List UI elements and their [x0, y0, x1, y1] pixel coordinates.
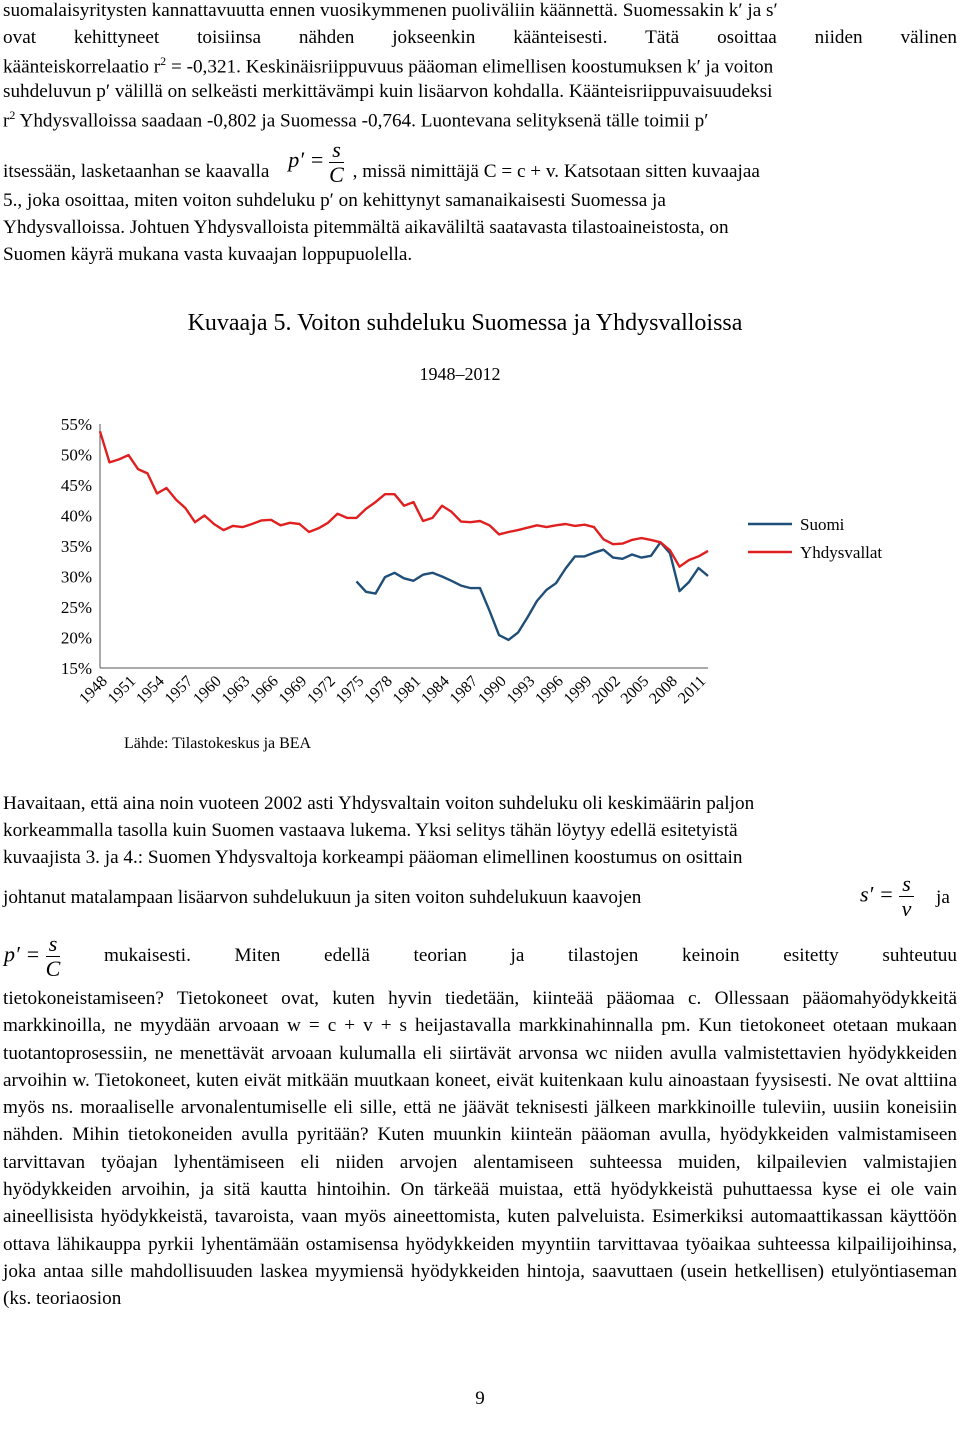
para2-line1: Havaitaan, että aina noin vuoteen 2002 a… — [3, 793, 755, 814]
x-tick-label: 1966 — [247, 673, 282, 708]
x-tick-label: 1990 — [475, 673, 510, 708]
para1-line7: 5., joka osoittaa, miten voiton suhdeluk… — [3, 190, 666, 211]
y-tick-label: 50% — [61, 446, 92, 465]
para1-line8: Yhdysvalloissa. Johtuen Yhdysvalloista p… — [3, 217, 729, 238]
x-tick-label: 1951 — [105, 673, 140, 708]
profit-rate-chart: 55% 50% 45% 40% 35% 30% 25% 20% 15% 194819511954… — [61, 415, 883, 708]
para1-line3: käänteiskorrelaatio r2 = -0,321. Keskinä… — [3, 54, 957, 78]
para2-line4a: johtanut matalampaan lisäarvon suhdeluku… — [3, 887, 642, 908]
chart-subtitle: 1948–2012 — [419, 364, 501, 384]
legend-entry: Suomi — [800, 515, 845, 534]
superscript-2: 2 — [160, 54, 167, 68]
para1-line6: itsessään, lasketaanhan se kaavalla p′ =… — [3, 138, 957, 197]
x-tick-label: 2011 — [675, 673, 709, 707]
x-tick-label: 1999 — [561, 673, 596, 708]
chart-title: Kuvaaja 5. Voiton suhdeluku Suomessa ja … — [187, 310, 743, 336]
formula-p2-lhs: p′ = — [4, 941, 41, 967]
para1-line2: ovat kehittyneet toisiinsa nähden joksee… — [3, 27, 957, 48]
x-tick-label: 1948 — [76, 673, 111, 708]
para1-line5b: Yhdysvalloissa saadaan -0,802 ja Suomess… — [15, 110, 709, 132]
y-tick-label: 55% — [61, 415, 92, 434]
para2-line4b: ja — [936, 887, 950, 908]
formula-p2: p′ = s C — [4, 932, 61, 981]
x-tick-label: 1957 — [162, 673, 197, 708]
x-tick-label: 1993 — [504, 673, 539, 708]
x-tick-label: 1996 — [532, 673, 567, 708]
formula-p-num: s — [329, 138, 344, 163]
x-tick-label: 1975 — [333, 673, 368, 708]
chart-source: Lähde: Tilastokeskus ja BEA — [124, 735, 312, 752]
formula-s-den: v — [901, 896, 912, 921]
y-tick-label: 40% — [61, 507, 92, 526]
y-tick-label: 25% — [61, 598, 92, 617]
x-tick-label: 1984 — [418, 673, 453, 708]
formula-p: p′ = s C — [288, 138, 344, 187]
para2-line3: kuvaajista 3. ja 4.: Suomen Yhdysvaltoja… — [3, 847, 743, 868]
para1-line3a: käänteiskorrelaatio r — [3, 56, 161, 78]
y-tick-label: 20% — [61, 629, 92, 648]
para1-line5a: r — [3, 110, 10, 132]
formula-s-num: s — [899, 872, 914, 897]
x-tick-label: 2005 — [618, 673, 653, 708]
para2-line4: johtanut matalampaan lisäarvon suhdeluku… — [3, 887, 957, 909]
formula-p-lhs: p′ = — [288, 146, 325, 172]
para1-line9: Suomen käyrä mukana vasta kuvaajan loppu… — [3, 244, 413, 265]
y-tick-label: 35% — [61, 537, 92, 556]
para1-line6b: , missä nimittäjä C = c + v. Katsotaan s… — [352, 160, 760, 182]
x-tick-label: 1969 — [276, 673, 311, 708]
para1-line6a: itsessään, lasketaanhan se kaavalla — [3, 160, 270, 182]
series-line-1 — [98, 430, 709, 568]
para2-line5: mukaisesti. Miten edellä teorian ja tila… — [104, 945, 957, 966]
para2-line2: korkeammalla tasolla kuin Suomen vastaav… — [3, 820, 738, 841]
x-tick-label: 2002 — [589, 673, 624, 708]
x-tick-label: 1972 — [304, 673, 339, 708]
x-tick-label: 1963 — [219, 673, 254, 708]
x-tick-label: 2008 — [646, 673, 681, 708]
x-tick-label: 1978 — [361, 673, 396, 708]
y-tick-label: 15% — [61, 659, 92, 678]
y-tick-label: 45% — [61, 476, 92, 495]
para1-line1: suomalaisyritysten kannattavuutta ennen … — [3, 0, 778, 21]
formula-p2-num: s — [45, 932, 61, 957]
para1-line3b: = -0,321. Keskinäisriippuvuus pääoman el… — [166, 56, 774, 78]
para2-body: tietokoneistamiseen? Tietokoneet ovat, k… — [3, 988, 957, 1310]
para1-line5: r2 Yhdysvalloissa saadaan -0,802 ja Suom… — [3, 108, 957, 132]
x-tick-label: 1954 — [133, 673, 168, 708]
series-line-0 — [355, 541, 709, 642]
x-tick-label: 1981 — [390, 673, 425, 708]
formula-p2-den: C — [45, 956, 61, 981]
formula-s-lhs: s′ = — [860, 881, 894, 907]
page-number: 9 — [475, 1388, 485, 1409]
superscript-2b: 2 — [9, 108, 16, 122]
para1-line4: suhdeluvun p′ välillä on selkeästi merki… — [3, 81, 773, 102]
x-tick-label: 1960 — [190, 673, 225, 708]
formula-p-den: C — [329, 162, 344, 187]
formula-s: s′ = s v — [860, 872, 914, 921]
x-tick-label: 1987 — [447, 673, 482, 708]
y-tick-label: 30% — [61, 568, 92, 587]
legend-entry: Yhdysvallat — [800, 543, 882, 562]
